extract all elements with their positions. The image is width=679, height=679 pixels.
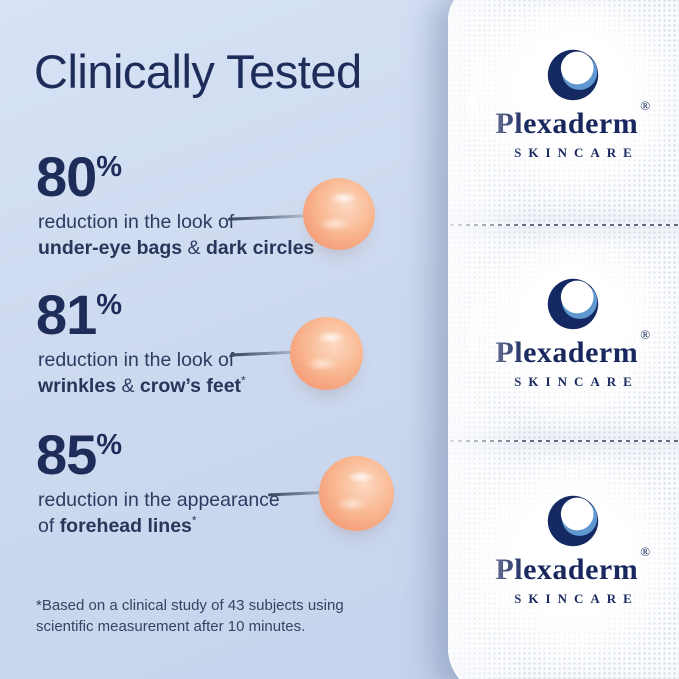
serum-drop	[319, 456, 394, 531]
sachet: Plexaderm® SKINCARE	[448, 226, 679, 440]
registered-mark: ®	[640, 327, 651, 342]
perforation-line	[450, 224, 679, 226]
registered-mark: ®	[640, 98, 651, 113]
plexaderm-logo-icon	[547, 49, 599, 101]
percent-sign: %	[96, 151, 123, 183]
serum-drop	[290, 317, 363, 390]
footnote-mark: *	[191, 513, 197, 528]
stat-description: reduction in the look of wrinkles & crow’…	[38, 347, 336, 399]
stat-value: 81%	[36, 287, 336, 343]
stat-value: 85%	[36, 427, 336, 483]
stat-block-forehead: 85% reduction in the appearance of forehe…	[36, 427, 336, 539]
disclaimer-line2: scientific measurement after 10 minutes.	[36, 618, 306, 635]
brand-name: Plexaderm®	[495, 99, 650, 140]
stat-desc-bold-b: crow’s feet	[139, 375, 242, 398]
sachet-branding: Plexaderm® SKINCARE	[495, 47, 650, 161]
page-title: Clinically Tested	[34, 45, 362, 98]
brand-tagline: SKINCARE	[514, 374, 639, 389]
brand-name: Plexaderm®	[495, 328, 650, 369]
percent-sign: %	[96, 289, 123, 321]
glare-highlight	[463, 277, 487, 374]
stat-value: 80%	[36, 149, 336, 205]
brand-text: Plexaderm	[495, 553, 639, 586]
stat-desc-bold-a: forehead lines	[59, 515, 192, 538]
stat-desc-line1: reduction in the look of	[38, 211, 235, 234]
stat-desc-bold-a: wrinkles	[38, 375, 117, 398]
stat-description: reduction in the appearance of forehead l…	[38, 487, 336, 539]
stat-desc-line1: reduction in the look of	[38, 349, 235, 372]
stat-desc-bold-b: dark circles	[205, 237, 315, 260]
sachet: Plexaderm® SKINCARE	[448, 0, 679, 224]
disclaimer: *Based on a clinical study of 43 subject…	[36, 595, 344, 637]
percent-sign: %	[96, 429, 123, 461]
perforation-line	[450, 440, 679, 442]
stat-desc-bold-a: under-eye bags	[38, 237, 183, 260]
stat-description: reduction in the look of under-eye bags &…	[38, 209, 336, 261]
registered-mark: ®	[640, 544, 651, 559]
stat-block-undereye: 80% reduction in the look of under-eye ba…	[36, 149, 336, 261]
stat-number: 85	[36, 423, 97, 486]
stat-desc-joiner: &	[182, 237, 206, 260]
stat-desc-joiner: &	[116, 375, 140, 398]
brand-text: Plexaderm	[495, 107, 639, 140]
serum-drop	[303, 178, 375, 250]
stat-number: 81	[36, 283, 97, 346]
brand-name: Plexaderm®	[495, 545, 650, 586]
disclaimer-line1: *Based on a clinical study of 43 subject…	[36, 597, 344, 614]
sachet-branding: Plexaderm® SKINCARE	[495, 493, 650, 607]
sachet-branding: Plexaderm® SKINCARE	[495, 276, 650, 390]
product-sachet-strip: Plexaderm® SKINCARE Plexaderm® SKINCARE	[448, 0, 679, 679]
sachet: Plexaderm® SKINCARE	[448, 442, 679, 679]
glare-highlight	[463, 41, 487, 138]
footnote-mark: *	[241, 373, 246, 388]
stat-desc-prefix: of	[38, 515, 60, 538]
plexaderm-logo-icon	[547, 278, 599, 330]
stat-block-wrinkles: 81% reduction in the look of wrinkles & c…	[36, 287, 336, 399]
stat-number: 80	[36, 145, 97, 208]
brand-tagline: SKINCARE	[514, 145, 639, 160]
plexaderm-logo-icon	[547, 495, 599, 547]
stat-desc-line1: reduction in the appearance	[38, 489, 280, 512]
brand-text: Plexaderm	[495, 336, 639, 369]
brand-tagline: SKINCARE	[514, 591, 639, 606]
